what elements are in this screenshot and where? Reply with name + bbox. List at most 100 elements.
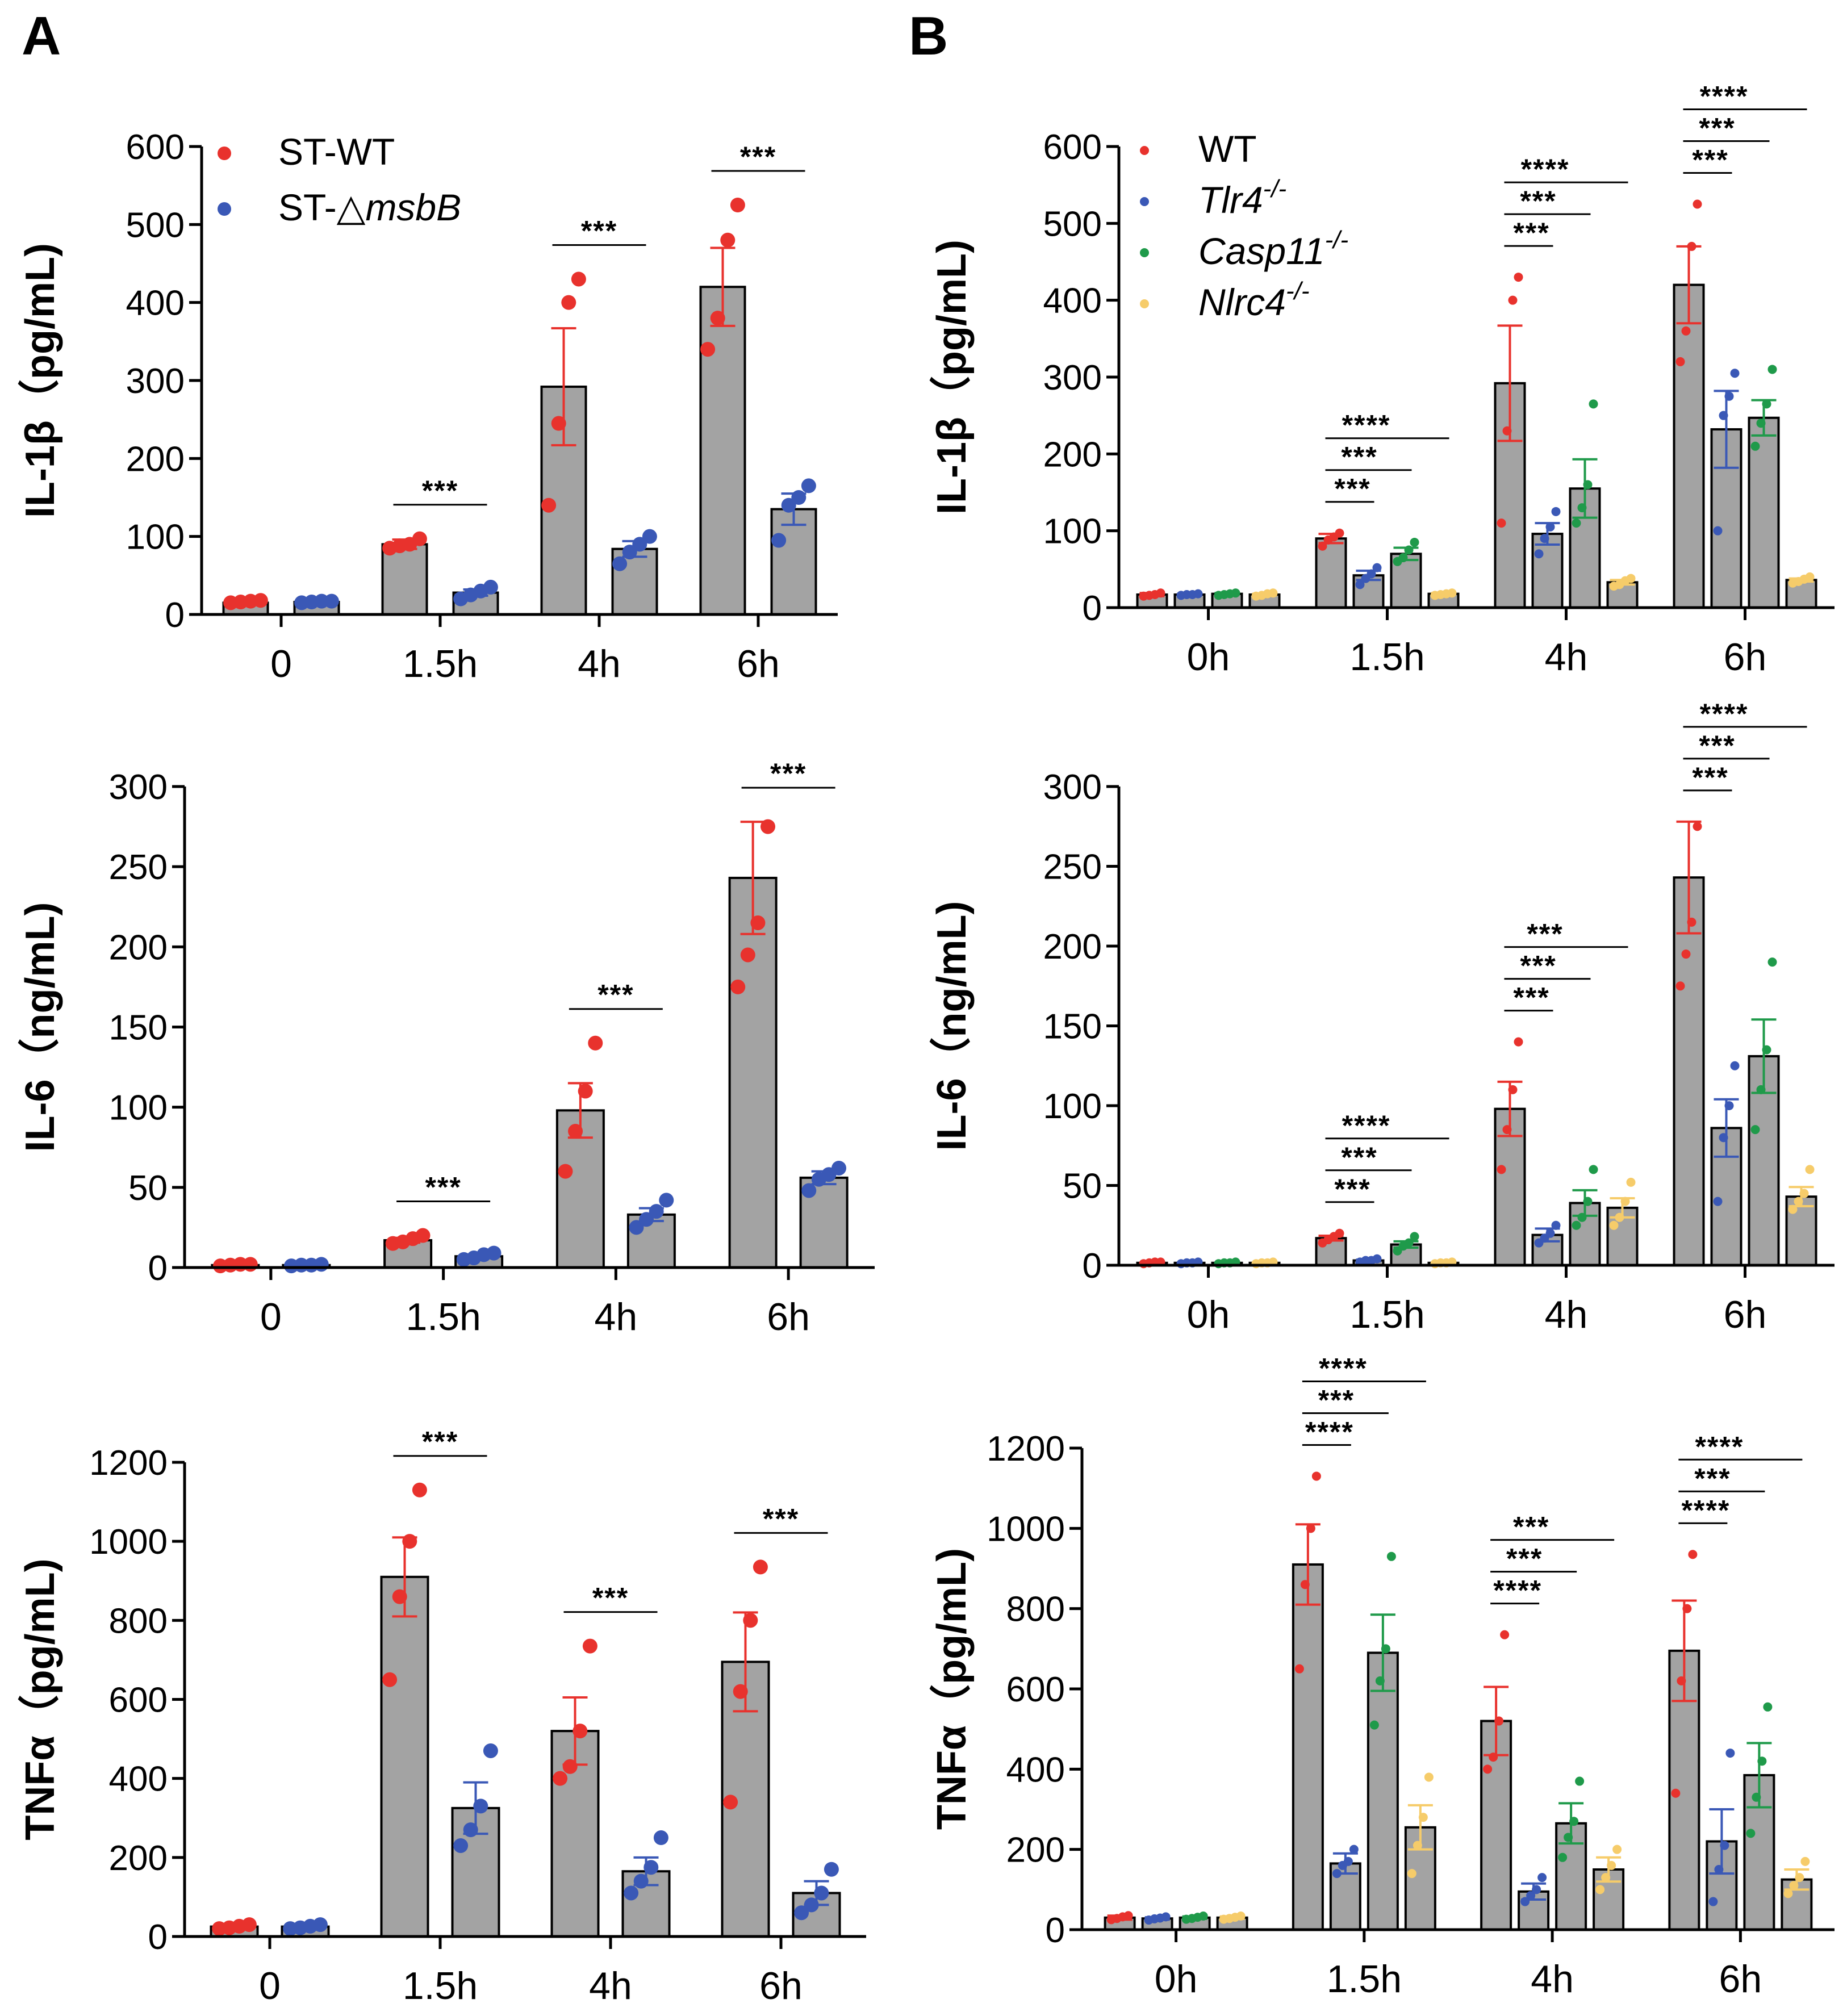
significance-label: *** — [425, 1172, 461, 1203]
data-point — [801, 478, 816, 493]
data-point — [1231, 588, 1240, 598]
bar-stwt-6h — [728, 876, 778, 1269]
x-tick-label: 1.5h — [406, 1295, 480, 1339]
data-point — [1626, 574, 1636, 583]
y-tick-label: 400 — [1043, 282, 1102, 321]
data-point — [1626, 1177, 1636, 1187]
legend-b-entry-1: Tlr4-/- — [1198, 175, 1286, 221]
data-point — [1123, 1911, 1133, 1921]
data-point — [1545, 1228, 1555, 1238]
data-point — [1688, 1550, 1698, 1559]
legend-b-marker-3 — [1140, 299, 1149, 308]
data-point — [1413, 1841, 1422, 1850]
data-point — [558, 1164, 573, 1179]
significance-label: *** — [1699, 730, 1735, 762]
data-point — [1564, 1833, 1573, 1842]
data-point — [1407, 1869, 1416, 1879]
legend-a-marker-0 — [218, 147, 231, 160]
x-tick-label: 1.5h — [1327, 1958, 1402, 2001]
data-point — [1620, 1197, 1630, 1206]
significance-label: *** — [770, 758, 807, 789]
data-point — [633, 1873, 649, 1889]
y-axis-title: TNFα（pg/mL) — [929, 1548, 975, 1830]
significance-label: **** — [1319, 1352, 1368, 1384]
data-point — [730, 979, 746, 994]
x-tick-label: 4h — [589, 1964, 632, 2007]
data-point — [1410, 537, 1419, 547]
data-point — [730, 198, 745, 212]
data-point — [753, 1559, 768, 1575]
data-point — [624, 1885, 639, 1901]
significance-label: *** — [422, 1426, 458, 1458]
y-tick-label: 200 — [1043, 435, 1102, 474]
data-point — [801, 1183, 817, 1198]
data-point — [794, 1905, 809, 1921]
data-point — [700, 342, 716, 357]
data-point — [1730, 1061, 1740, 1070]
y-tick-label: 250 — [109, 848, 168, 887]
y-axis-title: IL-1β（pg/mL) — [929, 240, 975, 515]
data-point — [1161, 1912, 1171, 1922]
data-point — [750, 915, 766, 930]
y-tick-label: 0 — [165, 596, 185, 635]
legend-b-entry-3: Nlrc4-/- — [1198, 277, 1310, 323]
data-point — [629, 1220, 644, 1235]
legend-b-marker-0 — [1140, 146, 1149, 155]
y-tick-label: 200 — [1043, 927, 1102, 967]
data-point — [1693, 822, 1702, 831]
data-point — [573, 1724, 588, 1739]
data-point — [1349, 1844, 1359, 1854]
data-point — [571, 271, 586, 287]
x-tick-label: 6h — [737, 642, 780, 685]
data-point — [1589, 399, 1598, 409]
data-point — [253, 593, 268, 608]
significance-label: *** — [592, 1582, 629, 1614]
legend-b-marker-2 — [1140, 248, 1149, 257]
bar-wt-1.5h — [1292, 1563, 1324, 1931]
y-tick-label: 300 — [1043, 358, 1102, 398]
data-point — [1551, 1220, 1561, 1230]
y-tick-label: 0 — [1083, 1247, 1102, 1286]
data-point — [1783, 1889, 1793, 1898]
legend-a-entry-1: ST-△msbB — [278, 186, 461, 228]
chart-b-4: 0 50 100 150 200 250 300 0h 1.5h 4h 6h IL-6（ng/mL) *… — [929, 698, 1835, 1336]
data-point — [1583, 480, 1593, 490]
bar-casp11-1.5h — [1367, 1651, 1399, 1931]
data-point — [1410, 1232, 1419, 1241]
chart-a-0: 0 100 200 300 400 500 600 0 1.5h 4h 6h IL-1β（pg/mL)… — [18, 128, 838, 685]
data-point — [1300, 1580, 1310, 1590]
data-point — [1762, 1045, 1771, 1055]
data-point — [653, 1830, 668, 1846]
significance-label: *** — [1513, 982, 1549, 1014]
significance-label: **** — [1700, 81, 1749, 112]
y-tick-label: 250 — [1043, 848, 1102, 887]
x-tick-label: 6h — [759, 1964, 803, 2007]
data-point — [1767, 957, 1777, 967]
significance-label: *** — [1699, 112, 1735, 144]
data-point — [1508, 295, 1518, 305]
data-point — [804, 1897, 819, 1913]
data-point — [1750, 1125, 1760, 1135]
y-tick-label: 600 — [109, 1681, 168, 1720]
chart-a-1: 0 50 100 150 200 250 300 0 1.5h 4h 6h IL-6（ng/mL) **… — [18, 758, 875, 1339]
data-point — [415, 1228, 431, 1243]
x-tick-label: 6h — [767, 1295, 810, 1339]
x-tick-label: 0h — [1155, 1958, 1198, 2001]
data-point — [1719, 1133, 1728, 1143]
data-point — [568, 1124, 583, 1139]
bar-wt-6h — [1673, 283, 1705, 609]
y-tick-label: 800 — [109, 1601, 168, 1641]
x-tick-label: 1.5h — [1349, 1293, 1424, 1336]
data-point — [1609, 1220, 1619, 1230]
data-point — [1713, 526, 1723, 536]
data-point — [1675, 981, 1685, 991]
bar-wt-6h — [1673, 876, 1705, 1267]
data-point — [1746, 1829, 1756, 1838]
data-point — [733, 1684, 748, 1699]
data-point — [1355, 580, 1365, 589]
data-point — [1681, 326, 1691, 336]
data-point — [1601, 1873, 1611, 1883]
data-point — [1156, 588, 1165, 598]
data-point — [1607, 1860, 1616, 1870]
